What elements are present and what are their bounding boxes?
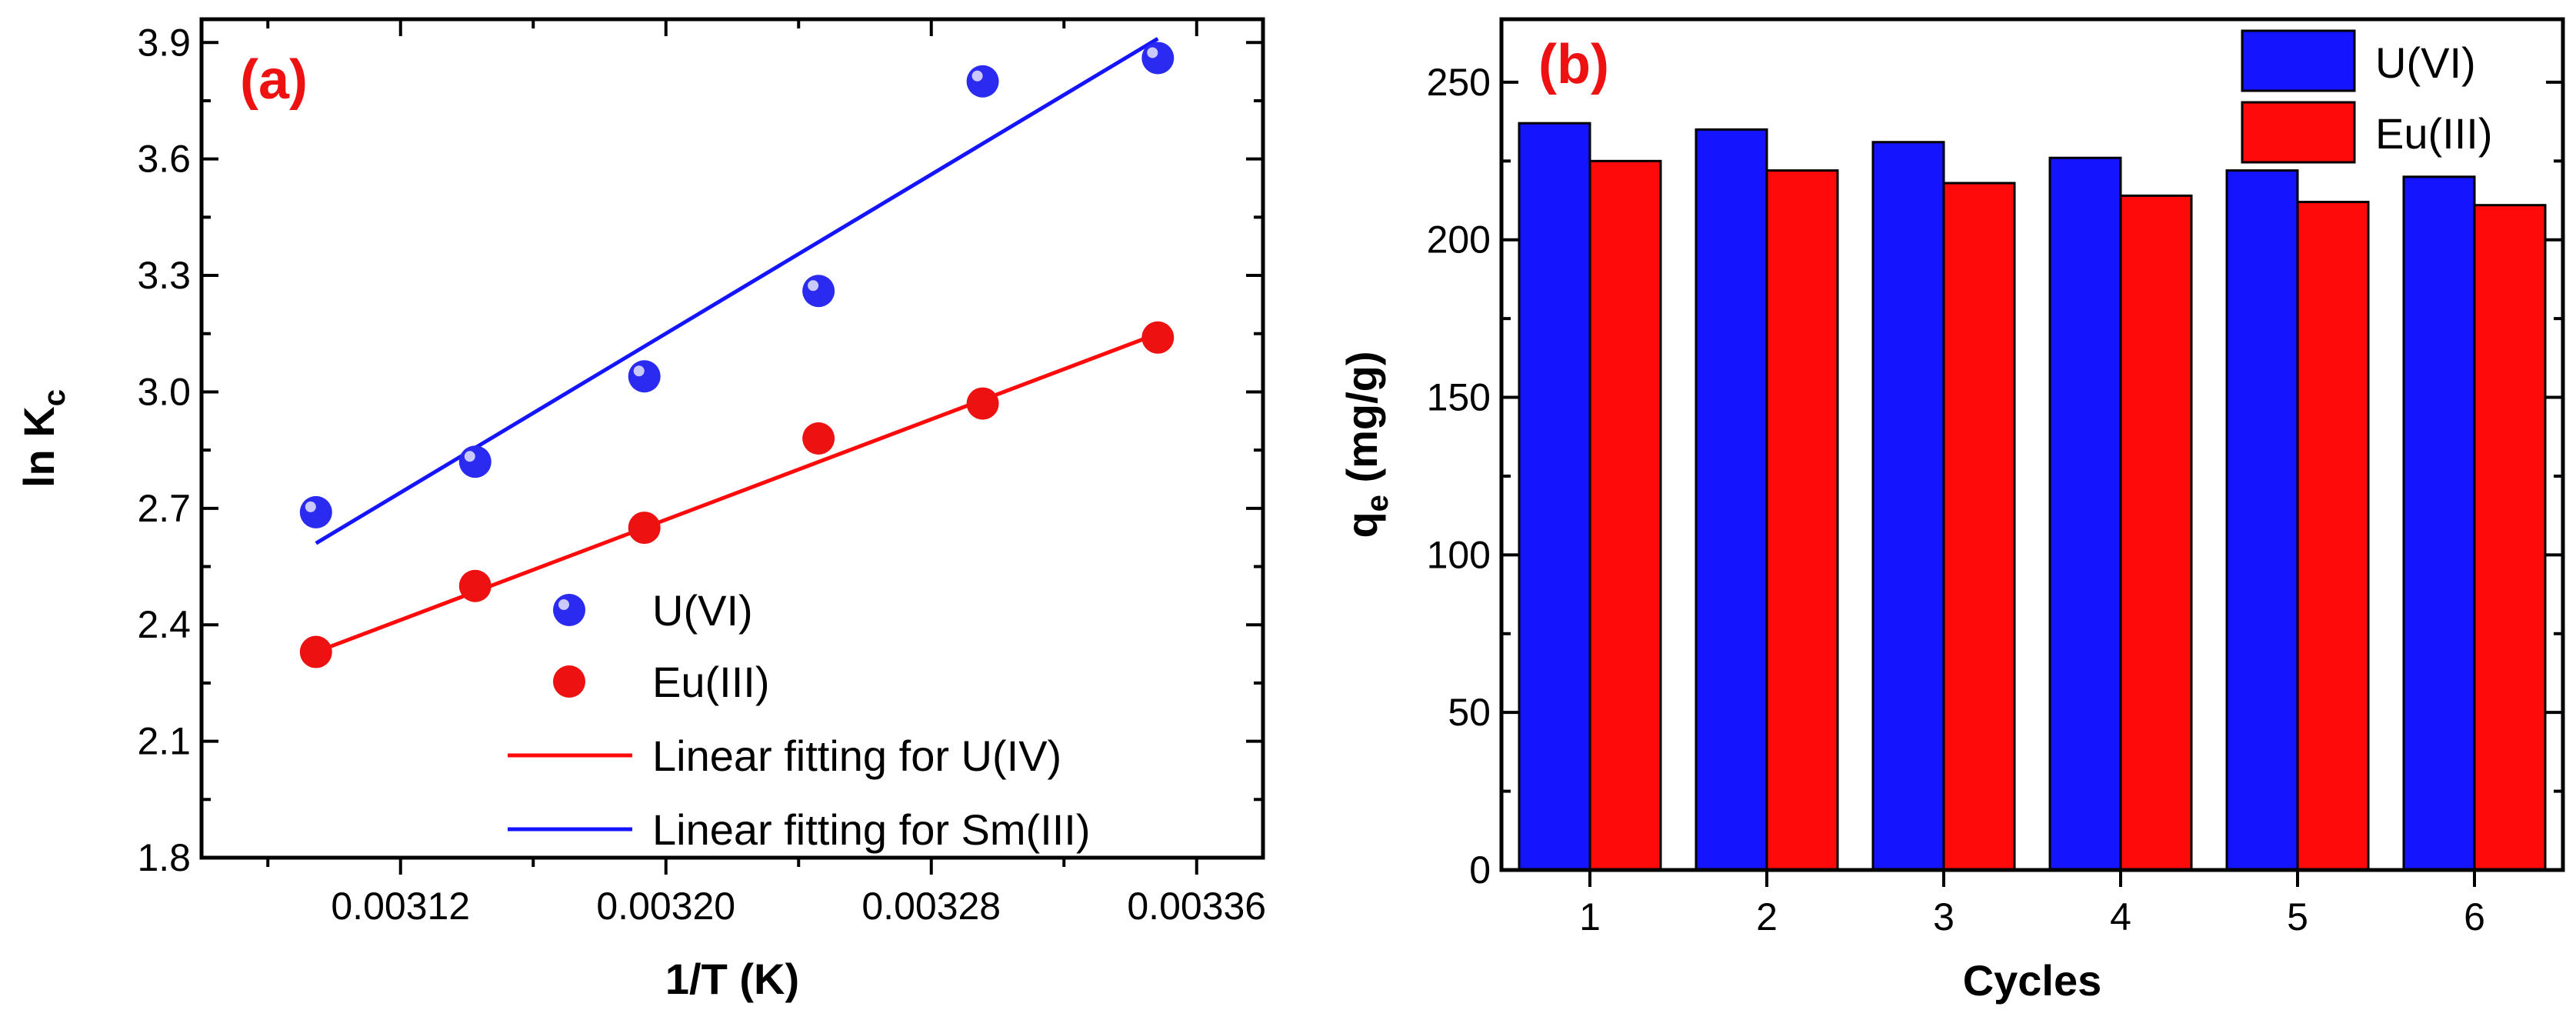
data-point-0-1 — [458, 445, 492, 478]
legend-a-item-eu: Eu(III) — [553, 658, 769, 706]
data-point-1-3 — [802, 422, 835, 455]
panel-a-frame — [199, 17, 1265, 860]
panel-b: 0 50 100 150 200 250 1 2 3 4 5 6 (b) Cycles qe (mg… — [1338, 17, 2565, 1005]
panel-b-bars — [1518, 122, 2547, 872]
a-ytick-label: 3.6 — [137, 138, 191, 181]
fit-line-3 — [315, 37, 1159, 545]
panel-a-x-ticks: 0.00312 0.00320 0.00328 0.00336 — [266, 19, 1266, 928]
b-ytick-label: 150 — [1427, 376, 1491, 419]
bar-eu-cycle-2 — [1765, 169, 1839, 872]
a-ytick-label: 3.3 — [137, 254, 191, 297]
data-point-0-0 — [299, 495, 332, 528]
legend-a-u-marker — [553, 594, 585, 626]
data-point-highlight — [971, 70, 983, 82]
legend-b-item-u: U(VI) — [2241, 29, 2476, 92]
fit-line-2 — [315, 332, 1159, 654]
data-point-0-4 — [966, 65, 999, 98]
legend-b-item-eu: Eu(III) — [2241, 101, 2492, 164]
legend-b-eu-swatch — [2241, 101, 2356, 164]
a-xtick-label: 0.00312 — [331, 885, 470, 928]
bar-eu-cycle-5 — [2296, 201, 2370, 872]
data-point-highlight — [633, 365, 645, 377]
b-xtick-label: 4 — [2110, 895, 2131, 938]
data-point-1-0 — [299, 635, 332, 668]
a-ytick-label: 1.8 — [137, 836, 191, 879]
data-point-highlight — [808, 280, 819, 292]
bar-u-cycle-3 — [1871, 141, 1945, 872]
a-ytick-label: 2.7 — [137, 487, 191, 530]
a-ytick-label: 3.0 — [137, 370, 191, 413]
a-xtick-label: 0.00336 — [1127, 885, 1266, 928]
b-xtick-label: 1 — [1579, 895, 1601, 938]
legend-a-eu-marker — [553, 665, 585, 698]
data-point-0-3 — [802, 275, 835, 308]
panel-b-frame — [1499, 17, 2565, 872]
legend-b-u-label: U(VI) — [2375, 38, 2476, 87]
data-point-highlight — [464, 451, 475, 462]
a-xtick-label: 0.00320 — [596, 885, 735, 928]
legend-a-fit-sm-label: Linear fitting for Sm(III) — [652, 805, 1091, 854]
b-ytick-label: 50 — [1448, 691, 1491, 734]
bar-eu-cycle-3 — [1942, 182, 2016, 872]
data-point-1-4 — [966, 387, 999, 420]
legend-a-item-fit-sm: Linear fitting for Sm(III) — [508, 805, 1091, 854]
panel-a-x-axis-title: 1/T (K) — [665, 955, 799, 1003]
bar-eu-cycle-4 — [2119, 194, 2193, 872]
data-point-0-2 — [628, 360, 661, 393]
bar-eu-cycle-1 — [1588, 159, 1662, 872]
a-ytick-label: 2.1 — [137, 720, 191, 763]
b-ytick-label: 250 — [1427, 61, 1491, 104]
bar-u-cycle-6 — [2402, 175, 2476, 872]
legend-b-u-swatch — [2241, 29, 2356, 92]
legend-a-eu-label: Eu(III) — [652, 658, 769, 706]
legend-a-u-label: U(VI) — [652, 586, 753, 635]
panel-b-y-axis-title-unit: (mg/g) — [1338, 351, 1386, 495]
panel-a-fit-lines — [315, 37, 1159, 654]
bar-u-cycle-2 — [1695, 128, 1768, 872]
legend-a-item-u: U(VI) — [553, 586, 753, 635]
bar-u-cycle-1 — [1518, 122, 1591, 872]
panel-b-x-axis-title: Cycles — [1963, 956, 2102, 1005]
b-ytick-label: 0 — [1469, 848, 1491, 892]
panel-a-legend: U(VI) Eu(III) Linear fitting for U(IV) L… — [508, 586, 1091, 854]
b-ytick-label: 100 — [1427, 533, 1491, 576]
b-xtick-label: 2 — [1756, 895, 1778, 938]
data-point-highlight — [305, 501, 316, 512]
panel-a-points — [299, 42, 1175, 668]
panel-a-y-axis-title: ln Kc — [15, 389, 72, 488]
data-point-1-2 — [628, 512, 661, 545]
panel-a-label: (a) — [240, 49, 308, 111]
bar-eu-cycle-6 — [2473, 204, 2547, 872]
b-xtick-label: 3 — [1933, 895, 1954, 938]
panel-b-y-axis-title-main: q — [1338, 512, 1386, 538]
bar-u-cycle-5 — [2225, 169, 2299, 872]
legend-a-u-highlight — [558, 599, 569, 610]
b-xtick-label: 6 — [2464, 895, 2485, 938]
panel-b-y-axis-title: qe (mg/g) — [1338, 351, 1395, 538]
data-point-highlight — [1147, 47, 1158, 58]
data-point-0-5 — [1141, 42, 1175, 75]
a-xtick-label: 0.00328 — [861, 885, 1001, 928]
a-ytick-label: 2.4 — [137, 603, 191, 646]
a-ytick-label: 3.9 — [137, 21, 191, 64]
b-xtick-label: 5 — [2287, 895, 2308, 938]
panel-b-x-ticks: 1 2 3 4 5 6 — [1579, 870, 2485, 938]
panel-b-legend: U(VI) Eu(III) — [2241, 29, 2492, 164]
panel-b-y-axis-title-sub: e — [1361, 495, 1395, 512]
b-ytick-label: 200 — [1427, 218, 1491, 262]
data-point-1-1 — [458, 569, 492, 602]
panel-a-y-ticks: 1.8 2.1 2.4 2.7 3.0 3.3 3.6 3.9 — [137, 21, 1263, 879]
panel-a: 1.82.12.42.73.03.33.63.9 0.00312 0.00320 0… — [15, 17, 1266, 1003]
bar-u-cycle-4 — [2048, 156, 2122, 872]
legend-a-item-fit-u: Linear fitting for U(IV) — [508, 732, 1061, 780]
panel-b-y-ticks: 0 50 100 150 200 250 — [1427, 61, 2563, 892]
panel-a-y-axis-title-sub: c — [38, 389, 72, 406]
panel-a-y-axis-title-main: ln K — [15, 406, 63, 488]
legend-a-fit-u-label: Linear fitting for U(IV) — [652, 732, 1061, 780]
legend-b-eu-label: Eu(III) — [2375, 109, 2492, 158]
data-point-1-5 — [1141, 321, 1175, 354]
panel-b-label: (b) — [1538, 34, 1609, 95]
